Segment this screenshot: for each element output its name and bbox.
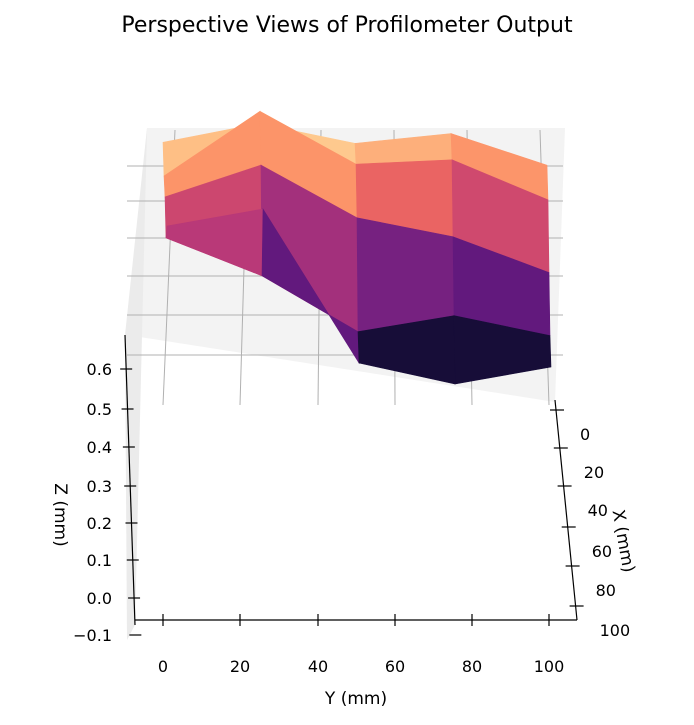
x-tick-label: 20 [584, 463, 604, 482]
axes: 0 20 40 60 80 100 −0.1 0.0 0.1 0.2 0.3 0.4 0.5 0.6 0 20… [73, 334, 631, 676]
y-tick-label: 100 [534, 657, 565, 676]
z-axis-label: Z (mm) [50, 483, 70, 546]
y-axis-label: Y (mm) [324, 689, 387, 709]
z-tick-label: −0.1 [73, 626, 112, 645]
z-tick-label: 0.6 [87, 360, 112, 379]
y-tick-label: 20 [230, 657, 250, 676]
z-tick-label: 0.0 [87, 589, 112, 608]
y-tick-label: 0 [158, 657, 168, 676]
y-tick-label: 60 [385, 657, 405, 676]
surface-facet [356, 217, 455, 332]
z-tick-label: 0.2 [87, 514, 112, 533]
x-tick-label: 60 [592, 542, 612, 561]
chart-title: Perspective Views of Profilometer Output [121, 13, 573, 38]
x-axis-label: X (mm) [608, 508, 639, 574]
x-tick-label: 40 [588, 501, 608, 520]
y-tick-label: 40 [308, 657, 328, 676]
x-tick-label: 0 [580, 425, 590, 444]
y-tick-label: 80 [462, 657, 482, 676]
surface-facet [453, 315, 552, 385]
z-axis-line [124, 334, 136, 626]
z-tick-label: 0.1 [87, 551, 112, 570]
z-tick-label: 0.5 [87, 400, 112, 419]
x-axis-line [554, 399, 578, 621]
z-tick-label: 0.4 [87, 438, 112, 457]
x-tick-label: 100 [600, 621, 631, 640]
surface-plot [162, 110, 552, 385]
x-tick-label: 80 [596, 581, 616, 600]
z-tick-label: 0.3 [87, 477, 112, 496]
